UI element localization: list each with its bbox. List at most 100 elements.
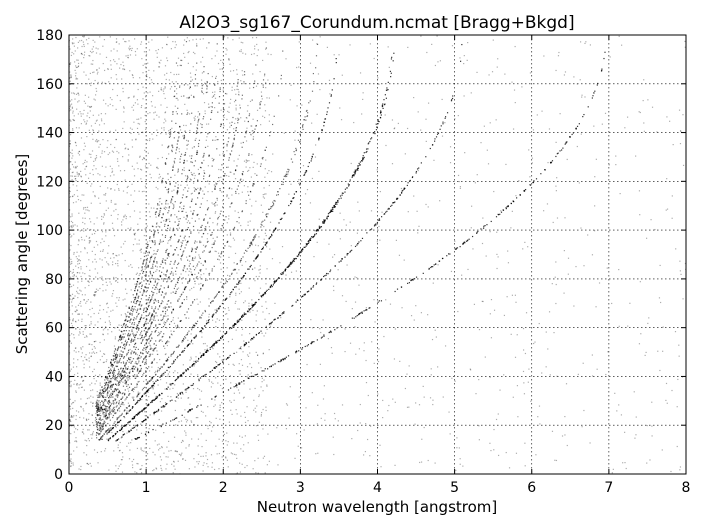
scatter-point bbox=[184, 247, 186, 249]
scatter-point bbox=[379, 190, 381, 193]
scatter-point bbox=[76, 290, 78, 293]
scatter-point bbox=[121, 375, 123, 377]
scatter-point bbox=[228, 356, 230, 358]
scatter-point bbox=[73, 119, 75, 122]
scatter-point bbox=[159, 209, 161, 212]
scatter-point bbox=[293, 197, 295, 199]
scatter-point bbox=[215, 312, 217, 314]
scatter-point bbox=[80, 386, 83, 389]
scatter-point bbox=[82, 163, 84, 165]
scatter-point bbox=[91, 280, 93, 282]
scatter-point bbox=[242, 141, 244, 144]
scatter-point bbox=[77, 272, 79, 274]
scatter-point bbox=[178, 421, 180, 423]
scatter-point bbox=[323, 220, 325, 222]
scatter-point bbox=[274, 281, 277, 283]
scatter-point bbox=[301, 250, 303, 252]
scatter-point bbox=[118, 408, 120, 410]
scatter-point bbox=[212, 382, 214, 385]
scatter-point bbox=[210, 386, 212, 388]
scatter-point bbox=[139, 334, 141, 336]
scatter-point bbox=[406, 373, 408, 375]
scatter-point bbox=[333, 54, 335, 56]
scatter-point bbox=[147, 322, 149, 324]
scatter-point bbox=[69, 364, 71, 366]
scatter-point bbox=[218, 255, 220, 257]
scatter-point bbox=[185, 370, 187, 372]
scatter-point bbox=[436, 133, 439, 135]
scatter-point bbox=[386, 89, 388, 91]
scatter-point bbox=[91, 437, 93, 439]
scatter-point bbox=[142, 272, 144, 274]
scatter-point bbox=[98, 410, 100, 412]
scatter-point bbox=[125, 55, 127, 57]
scatter-point bbox=[151, 362, 153, 364]
scatter-point bbox=[243, 313, 246, 316]
scatter-point bbox=[221, 286, 223, 288]
scatter-point bbox=[127, 311, 129, 313]
scatter-point bbox=[121, 342, 123, 344]
scatter-point bbox=[149, 312, 151, 314]
scatter-point bbox=[169, 220, 171, 223]
scatter-point bbox=[73, 253, 75, 255]
scatter-point bbox=[236, 320, 238, 322]
scatter-point bbox=[217, 308, 219, 310]
scatter-point bbox=[255, 351, 257, 353]
scatter-point bbox=[409, 179, 411, 182]
scatter-point bbox=[235, 127, 238, 129]
scatter-point bbox=[208, 378, 210, 381]
scatter-point bbox=[156, 223, 158, 225]
scatter-point bbox=[229, 122, 231, 124]
scatter-point bbox=[361, 312, 363, 314]
scatter-point bbox=[265, 146, 267, 148]
scatter-point bbox=[132, 340, 135, 342]
scatter-point bbox=[159, 376, 161, 378]
scatter-point bbox=[320, 226, 323, 228]
scatter-point bbox=[340, 325, 342, 327]
scatter-point bbox=[169, 135, 171, 137]
scatter-point bbox=[129, 313, 131, 315]
scatter-point bbox=[312, 341, 314, 343]
scatter-point bbox=[152, 428, 154, 431]
scatter-point bbox=[541, 372, 543, 374]
scatter-point bbox=[207, 180, 209, 182]
scatter-point bbox=[107, 384, 109, 386]
scatter-point bbox=[151, 314, 153, 316]
scatter-point bbox=[83, 363, 85, 365]
scatter-point bbox=[124, 179, 126, 181]
scatter-point bbox=[160, 459, 163, 461]
scatter-point bbox=[229, 234, 232, 236]
scatter-point bbox=[148, 283, 150, 285]
scatter-point bbox=[73, 194, 76, 196]
scatter-point bbox=[153, 343, 155, 345]
scatter-point bbox=[179, 306, 181, 308]
scatter-point bbox=[280, 359, 282, 361]
scatter-point bbox=[156, 327, 158, 329]
scatter-point bbox=[203, 218, 205, 220]
scatter-point bbox=[226, 166, 228, 168]
scatter-point bbox=[163, 278, 166, 280]
scatter-point bbox=[678, 355, 680, 357]
scatter-point bbox=[245, 343, 247, 345]
scatter-point bbox=[183, 298, 185, 301]
scatter-point bbox=[109, 387, 111, 389]
scatter-point bbox=[151, 313, 154, 315]
scatter-point bbox=[107, 329, 109, 331]
scatter-point bbox=[115, 412, 117, 414]
scatter-point bbox=[209, 348, 211, 350]
scatter-point bbox=[76, 309, 78, 311]
scatter-point bbox=[149, 77, 151, 79]
scatter-point bbox=[136, 383, 138, 385]
scatter-point bbox=[187, 344, 189, 346]
scatter-point bbox=[193, 210, 195, 212]
scatter-point bbox=[164, 186, 167, 188]
scatter-point bbox=[165, 220, 167, 223]
scatter-point bbox=[373, 225, 376, 227]
scatter-point bbox=[378, 300, 380, 302]
scatter-point bbox=[202, 56, 204, 58]
scatter-point bbox=[109, 411, 111, 414]
scatter-point bbox=[261, 98, 263, 100]
scatter-point bbox=[96, 403, 98, 405]
scatter-point bbox=[225, 332, 228, 334]
scatter-point bbox=[118, 335, 121, 338]
